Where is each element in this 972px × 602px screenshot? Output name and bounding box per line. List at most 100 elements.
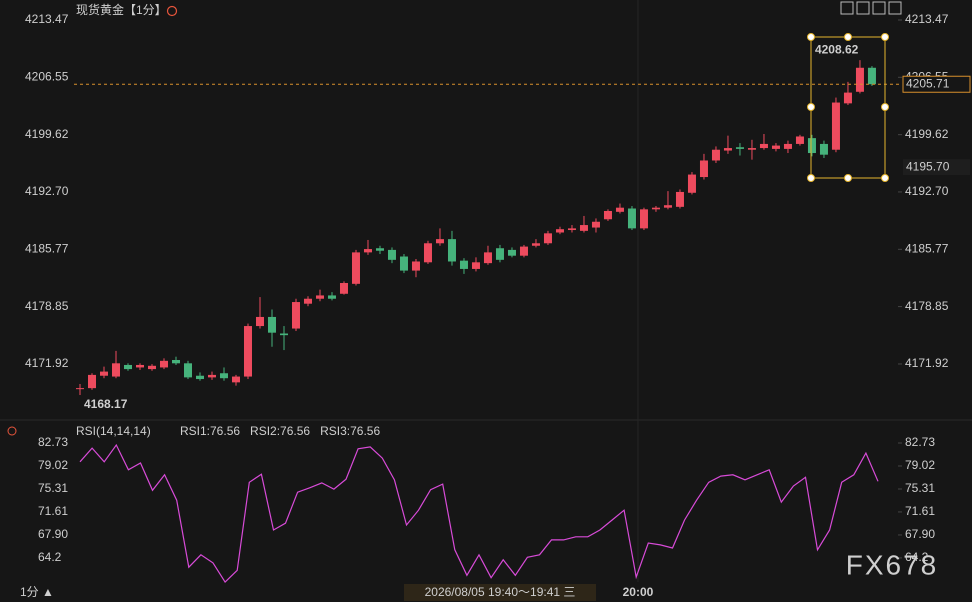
candle-body	[603, 210, 612, 220]
y-tick-label-right: 4213.47	[905, 12, 949, 26]
y-tick-label-right: 4178.85	[905, 299, 949, 313]
y-tick-label-right: 4192.70	[905, 184, 949, 198]
candle-body	[399, 256, 408, 271]
candle-body	[435, 239, 444, 244]
candle-body	[639, 209, 648, 229]
y-tick-label-right: 4171.92	[905, 356, 949, 370]
candle-body	[531, 243, 540, 246]
y-tick-label-right: 82.73	[905, 435, 935, 449]
candle-body	[807, 138, 816, 154]
candle-body	[315, 295, 324, 299]
candle-body	[471, 262, 480, 269]
candle-body	[795, 136, 804, 144]
candle-body	[855, 67, 864, 92]
last-price-label: 4205.71	[906, 76, 950, 90]
candle-body	[579, 225, 588, 231]
candle-body	[387, 249, 396, 260]
candle-body	[735, 147, 744, 149]
candle-body	[291, 302, 300, 329]
y-tick-label-right: 79.02	[905, 458, 935, 472]
y-tick-label: 71.61	[38, 504, 68, 518]
y-tick-label: 82.73	[38, 435, 68, 449]
rsi-title: RSI(14,14,14)	[76, 424, 151, 438]
candle-body	[687, 174, 696, 193]
tool-button[interactable]	[888, 1, 902, 15]
toolbar	[840, 1, 902, 15]
candle-body	[135, 364, 144, 368]
candle-body	[123, 364, 132, 370]
x-tick-label: 20:00	[623, 585, 654, 599]
legend-entry: RSI3:76.56	[320, 424, 380, 438]
handle[interactable]	[807, 103, 815, 111]
candle-body	[663, 205, 672, 208]
selection-low-label: 4195.70	[906, 159, 950, 173]
handle[interactable]	[844, 33, 852, 41]
candle-body	[351, 252, 360, 284]
handle[interactable]	[807, 33, 815, 41]
y-tick-label: 79.02	[38, 458, 68, 472]
chart-title: 现货黄金【1分】	[76, 2, 167, 17]
candle-body	[231, 376, 240, 383]
candle-body	[843, 92, 852, 104]
candle-body	[555, 229, 564, 233]
handle[interactable]	[844, 174, 852, 182]
candle-body	[627, 208, 636, 229]
y-tick-label: 75.31	[38, 481, 68, 495]
candle-body	[87, 374, 96, 389]
last-price-box	[902, 75, 971, 93]
candle-body	[591, 221, 600, 228]
handle[interactable]	[807, 174, 815, 182]
candle-body	[819, 143, 828, 155]
title-icon[interactable]	[166, 5, 178, 17]
selection-box	[807, 33, 889, 182]
candle-body	[783, 143, 792, 149]
candle-body	[99, 371, 108, 376]
period-label[interactable]: 1分 ▲	[20, 585, 54, 599]
watermark: FX678	[846, 549, 939, 580]
y-tick-label-right: 64.2	[905, 550, 929, 564]
y-tick-label: 4199.62	[25, 127, 69, 141]
candle-body	[363, 249, 372, 253]
candle-body	[303, 298, 312, 304]
candle-body	[615, 207, 624, 212]
candle-body	[447, 239, 456, 262]
candle-body	[675, 191, 684, 207]
candle-body	[183, 363, 192, 378]
candle-body	[831, 102, 840, 150]
handle[interactable]	[881, 33, 889, 41]
candle-body	[147, 365, 156, 370]
candle-body	[339, 283, 348, 294]
candle-body	[243, 326, 252, 377]
handle[interactable]	[881, 174, 889, 182]
candle-body	[159, 360, 168, 368]
candle-body	[651, 207, 660, 210]
selection-low-box	[903, 159, 970, 176]
candle-body	[699, 160, 708, 178]
time-label-bg	[404, 584, 596, 601]
y-tick-label-right: 75.31	[905, 481, 935, 495]
candle-body	[375, 248, 384, 251]
candle-body	[567, 228, 576, 231]
tool-button[interactable]	[856, 1, 870, 15]
candle-body	[711, 149, 720, 161]
candle-body	[759, 143, 768, 149]
rsi-icon[interactable]	[7, 426, 17, 436]
y-tick-label: 4192.70	[25, 184, 69, 198]
min-label: 4168.17	[84, 397, 128, 411]
y-tick-label-right: 4185.77	[905, 241, 949, 255]
tool-button[interactable]	[840, 1, 854, 15]
y-tick-label: 4213.47	[25, 12, 69, 26]
rsi-line	[79, 443, 879, 584]
candle-body	[771, 145, 780, 149]
candle-body	[519, 246, 528, 256]
y-tick-label: 67.90	[38, 527, 68, 541]
candle-body	[867, 67, 876, 85]
candle-body	[255, 316, 264, 327]
candle-body	[495, 248, 504, 260]
candle-body	[723, 148, 732, 151]
tool-button[interactable]	[872, 1, 886, 15]
candle-body	[75, 388, 84, 390]
handle[interactable]	[881, 103, 889, 111]
